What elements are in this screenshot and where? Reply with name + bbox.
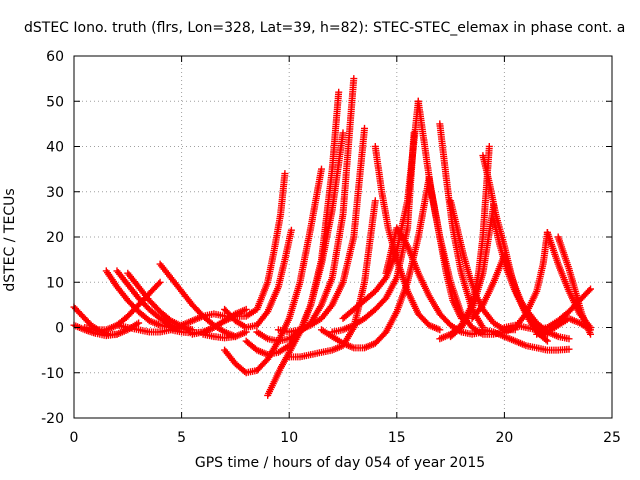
series-23 — [382, 224, 487, 338]
series-33 — [479, 326, 573, 354]
series-13-markers — [221, 165, 325, 377]
series-3 — [102, 267, 175, 331]
y-tick-label: 60 — [46, 49, 64, 65]
series-15 — [242, 88, 343, 359]
y-tick-label: 0 — [55, 321, 64, 337]
x-tick-label: 25 — [603, 430, 621, 446]
series-17 — [274, 124, 368, 336]
x-tick-label: 10 — [280, 430, 298, 446]
series-15-markers — [242, 88, 343, 359]
series-38 — [533, 314, 594, 338]
y-axis-ticks: -20 -10 0 10 20 30 40 50 60 — [41, 49, 612, 427]
series-18 — [285, 197, 379, 361]
y-tick-label: -20 — [41, 411, 64, 427]
series-18-markers — [285, 197, 379, 361]
series-32 — [490, 215, 573, 343]
series-16-markers — [253, 75, 358, 345]
series-23-markers — [382, 224, 487, 338]
x-tick-label: 20 — [495, 430, 513, 446]
data-points — [70, 75, 594, 399]
x-tick-label: 5 — [177, 430, 186, 446]
series-35 — [511, 229, 551, 331]
series-17-markers — [274, 124, 368, 336]
series-12-markers — [221, 226, 295, 331]
series-35-markers — [511, 229, 551, 331]
y-tick-label: 40 — [46, 140, 64, 156]
series-13 — [221, 165, 325, 377]
series-38-markers — [533, 314, 594, 338]
series-22 — [371, 143, 444, 334]
x-tick-label: 0 — [70, 430, 79, 446]
x-axis-label: GPS time / hours of day 054 of year 2015 — [194, 455, 486, 471]
x-axis-ticks: 0 5 10 15 20 25 — [70, 56, 621, 446]
y-tick-label: 10 — [46, 275, 64, 291]
series-29 — [447, 201, 498, 341]
y-tick-label: 20 — [46, 230, 64, 246]
y-tick-label: 30 — [46, 185, 64, 201]
series-3-markers — [102, 267, 175, 331]
y-tick-label: -10 — [41, 366, 64, 382]
series-16 — [253, 75, 358, 345]
series-12 — [221, 226, 295, 331]
chart-title: dSTEC Iono. truth (flrs, Lon=328, Lat=39… — [24, 20, 626, 36]
series-29-markers — [447, 201, 498, 341]
series-32-markers — [490, 215, 573, 343]
grid-lines — [74, 56, 612, 418]
series-22-markers — [371, 143, 444, 334]
series-33-markers — [479, 326, 573, 354]
x-tick-label: 15 — [388, 430, 406, 446]
y-tick-label: 50 — [46, 94, 64, 110]
